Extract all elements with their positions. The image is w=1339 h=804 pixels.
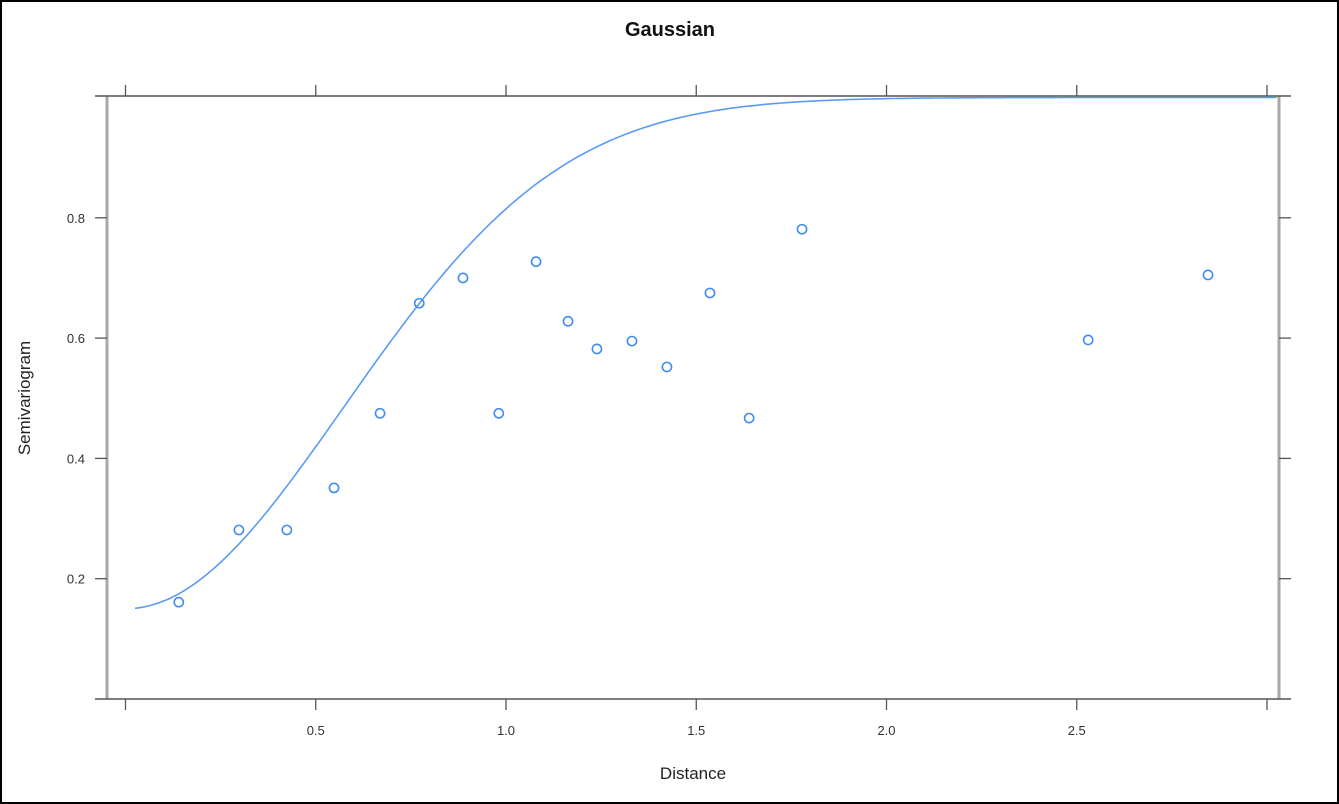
x-tick-label: 1.0 xyxy=(497,723,515,738)
data-point xyxy=(281,524,293,536)
data-points xyxy=(173,223,1214,608)
data-point xyxy=(374,407,386,419)
y-tick-label: 0.6 xyxy=(67,331,85,346)
data-point xyxy=(743,412,755,424)
x-tick-label: 2.0 xyxy=(877,723,895,738)
data-point xyxy=(173,596,185,608)
data-point xyxy=(530,256,542,268)
y-tick-label: 0.4 xyxy=(67,451,85,466)
y-axis-title: Semivariogram xyxy=(15,341,34,455)
x-tick-label: 1.5 xyxy=(687,723,705,738)
data-point xyxy=(493,407,505,419)
data-point xyxy=(626,335,638,347)
data-point xyxy=(328,482,340,494)
data-point xyxy=(1082,334,1094,346)
data-point xyxy=(1202,269,1214,281)
data-point xyxy=(457,272,469,284)
data-point xyxy=(796,223,808,235)
chart-title: Gaussian xyxy=(625,19,715,41)
data-point xyxy=(661,361,673,373)
x-axis-title: Distance xyxy=(660,764,726,783)
data-point xyxy=(562,315,574,327)
y-tick-label: 0.8 xyxy=(67,211,85,226)
gaussian-model-curve xyxy=(134,96,1277,610)
y-tick-label: 0.2 xyxy=(67,572,85,587)
model-line xyxy=(134,96,1277,610)
data-point xyxy=(591,343,603,355)
data-point xyxy=(233,524,245,536)
x-tick-label: 2.5 xyxy=(1068,723,1086,738)
axes: 0.5 1.0 1.5 2.0 2.5 0.2 0.4 0.6 0.8 xyxy=(67,85,1291,738)
data-point xyxy=(704,287,716,299)
x-tick-label: 0.5 xyxy=(307,723,325,738)
data-point xyxy=(413,297,425,309)
